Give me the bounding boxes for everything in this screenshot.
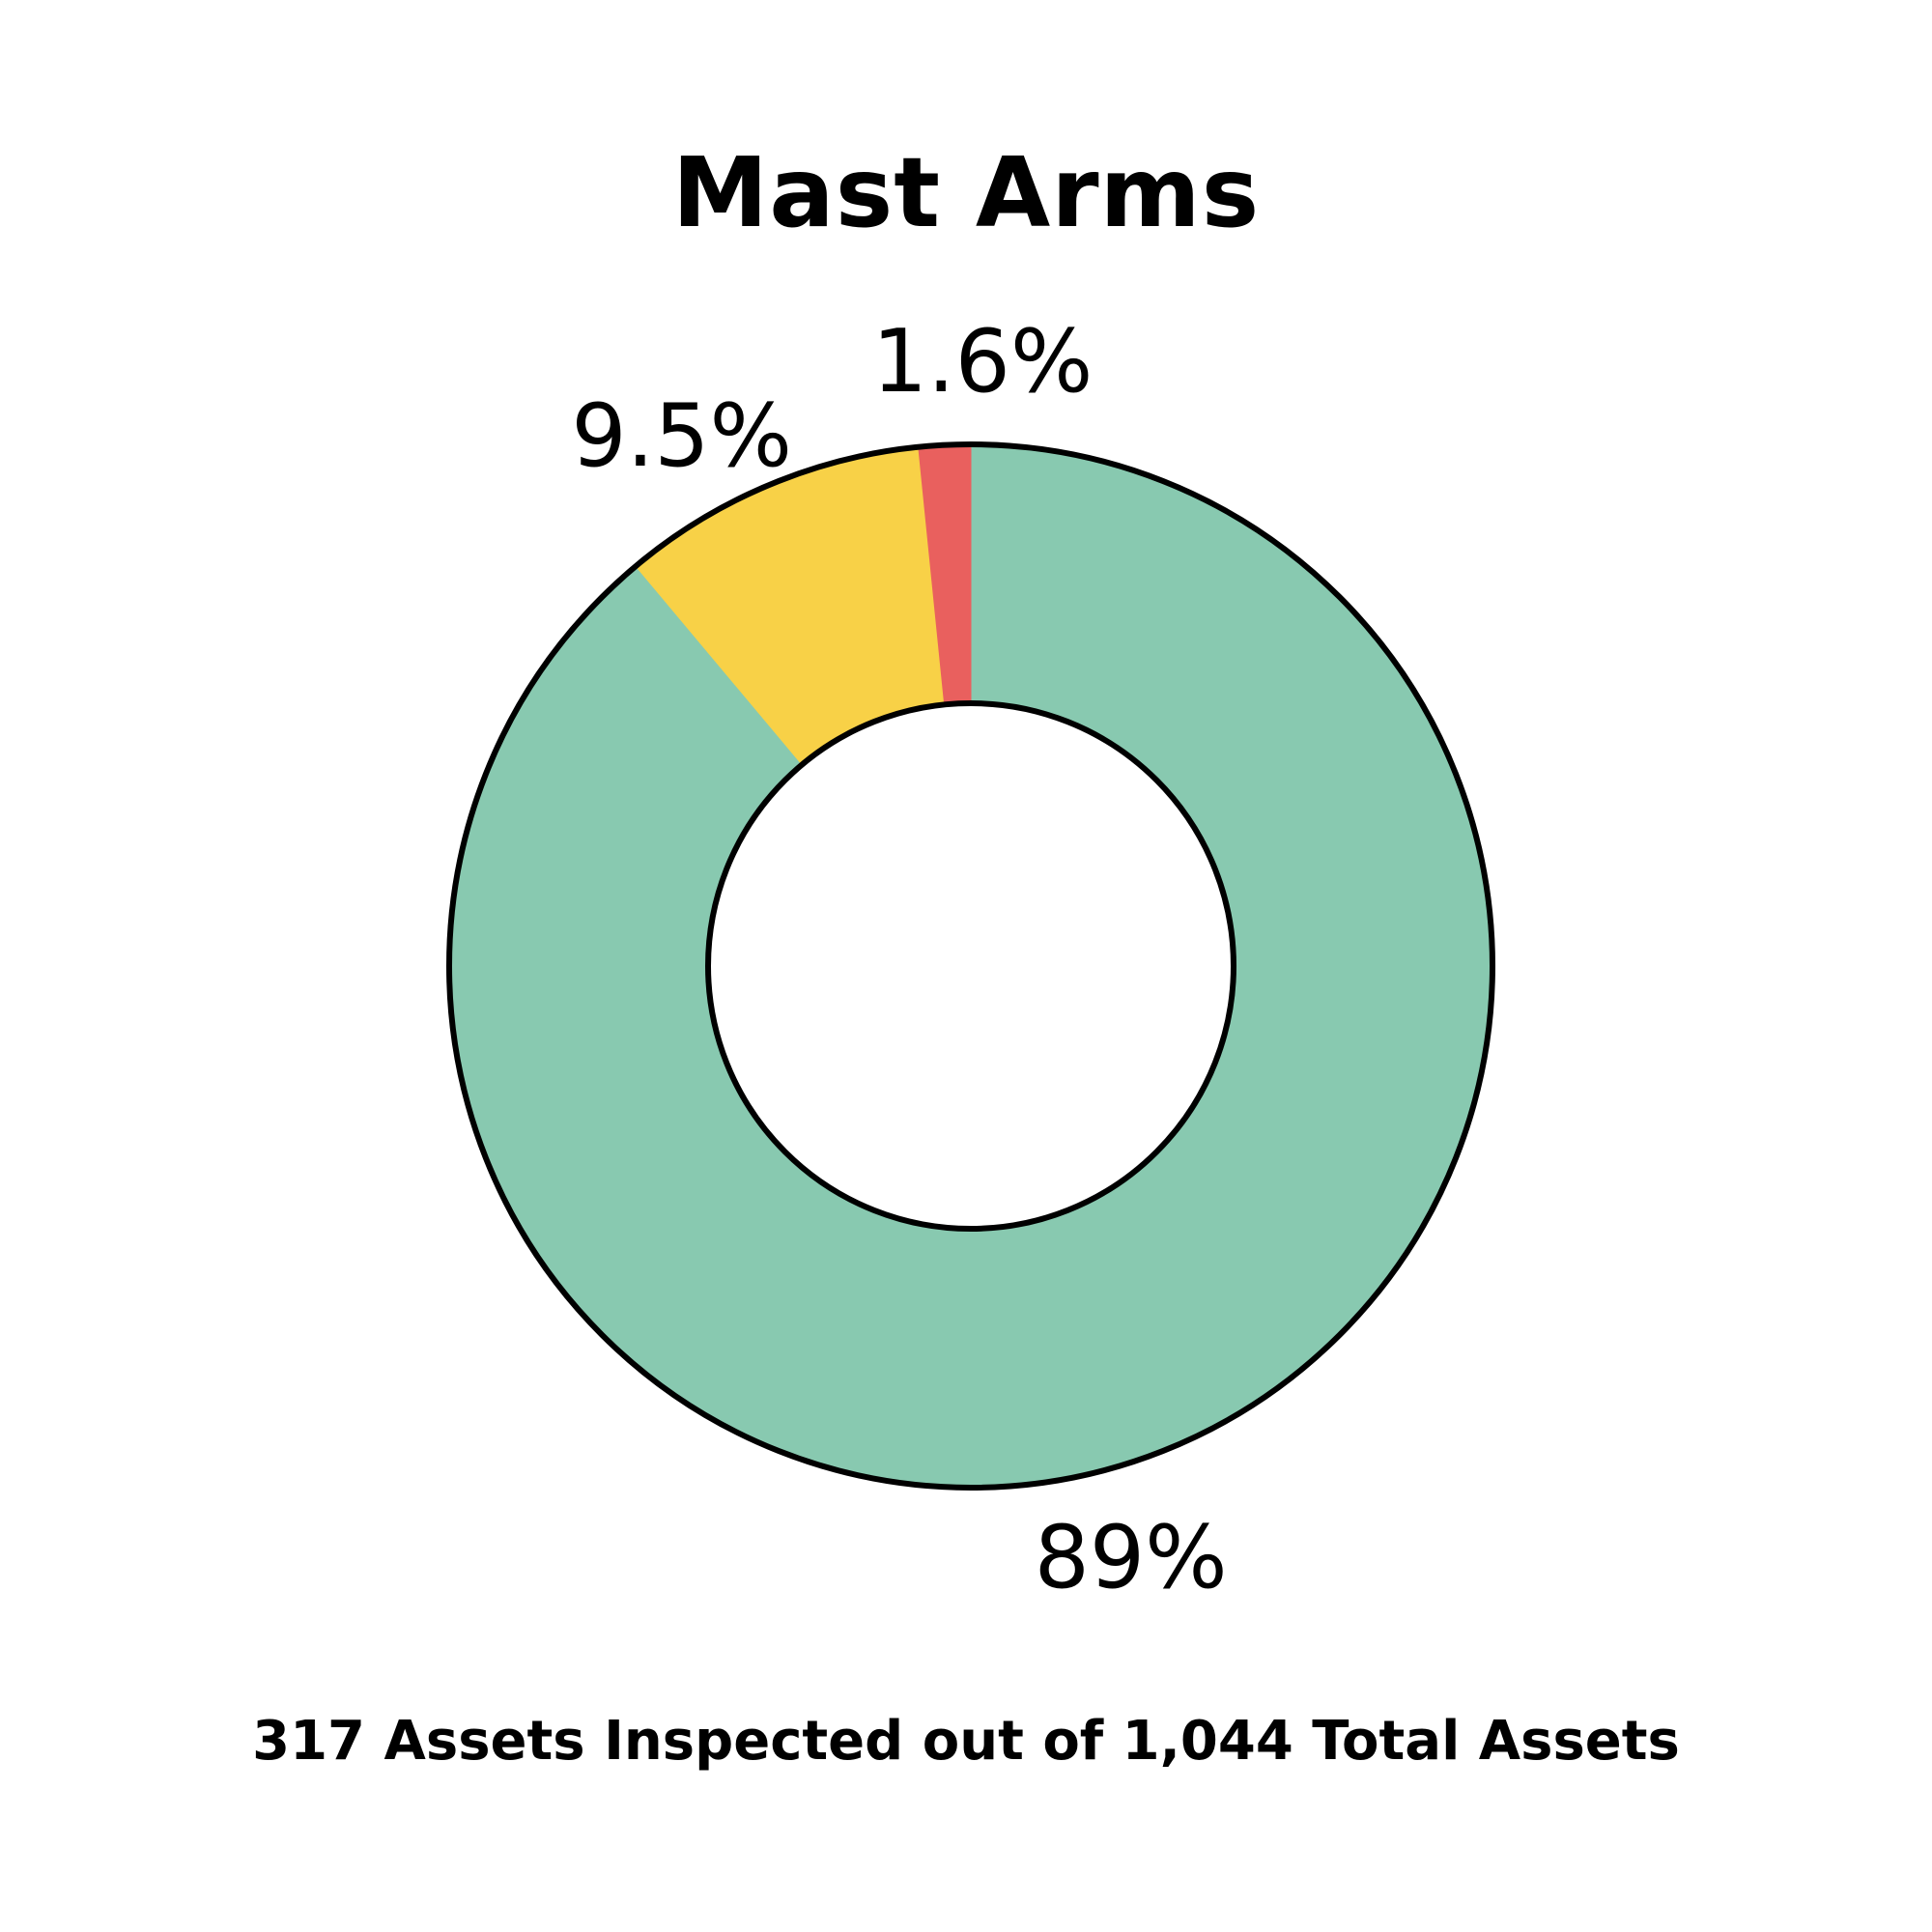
chart-title: Mast Arms xyxy=(671,136,1261,249)
donut-inner-outline xyxy=(705,700,1236,1232)
assets-summary: 317 Assets Inspected out of 1,044 Total … xyxy=(252,1710,1680,1773)
slice-label-2: 1.6% xyxy=(872,311,1094,412)
slice-labels: 89% 9.5% 1.6% xyxy=(571,311,1227,1608)
slice-label-0: 89% xyxy=(1035,1507,1228,1608)
donut-outer-outline xyxy=(446,441,1495,1491)
slice-label-1: 9.5% xyxy=(571,385,792,487)
